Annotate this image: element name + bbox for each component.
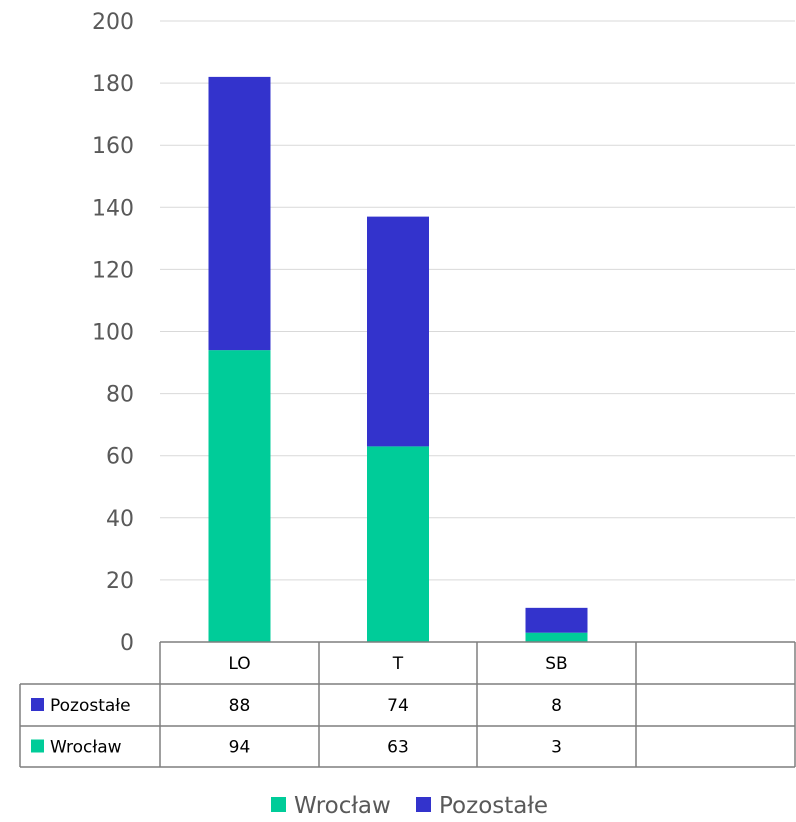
legend-swatch-0 [271,797,286,812]
table-row-swatch-0 [31,698,44,711]
table-row-swatch-1 [31,739,44,753]
table-cell-0-1: 74 [387,696,409,716]
y-tick-label-200: 200 [92,10,134,35]
y-tick-label-100: 100 [92,321,134,346]
table-cell-0-2: 8 [551,696,562,716]
y-tick-label-120: 120 [92,258,134,283]
y-tick-label-180: 180 [92,72,134,97]
legend: Wrocław Pozostałe [271,793,548,819]
data-table: LO T SB Pozostałe 88 74 8 Wrocław 94 63 3 [19,641,796,768]
table-header-SB: SB [545,654,567,674]
y-tick-label-160: 160 [92,134,134,159]
y-tick-label-40: 40 [106,507,134,532]
y-tick-label-0: 0 [120,631,134,656]
table-cell-1-0: 94 [229,738,251,758]
table-header-LO: LO [228,654,250,674]
y-tick-label-140: 140 [92,196,134,221]
table-cell-1-2: 3 [551,738,562,758]
y-tick-label-80: 80 [106,383,134,408]
table-row-label-1: Wrocław [50,738,122,758]
table-cell-0-0: 88 [229,696,251,716]
table-cell-1-1: 63 [387,738,409,758]
legend-swatch-1 [416,797,431,812]
table-header-T: T [392,654,404,674]
y-tick-label-60: 60 [106,445,134,470]
y-axis-tick-labels: 0 20 40 60 80 100 120 140 160 180 200 [92,10,134,656]
bar-LO-pozosta-e [208,76,271,351]
y-tick-label-20: 20 [106,569,134,594]
bar-T-pozosta-e [367,216,429,447]
bars [208,76,588,642]
bar-T-wroc-aw [367,446,429,642]
table-row-label-0: Pozostałe [50,696,131,716]
legend-label-1: Pozostałe [439,793,548,819]
legend-label-0: Wrocław [294,793,391,819]
bar-SB-wroc-aw [525,632,588,642]
bar-SB-pozosta-e [525,607,588,633]
bar-LO-wroc-aw [208,350,271,642]
